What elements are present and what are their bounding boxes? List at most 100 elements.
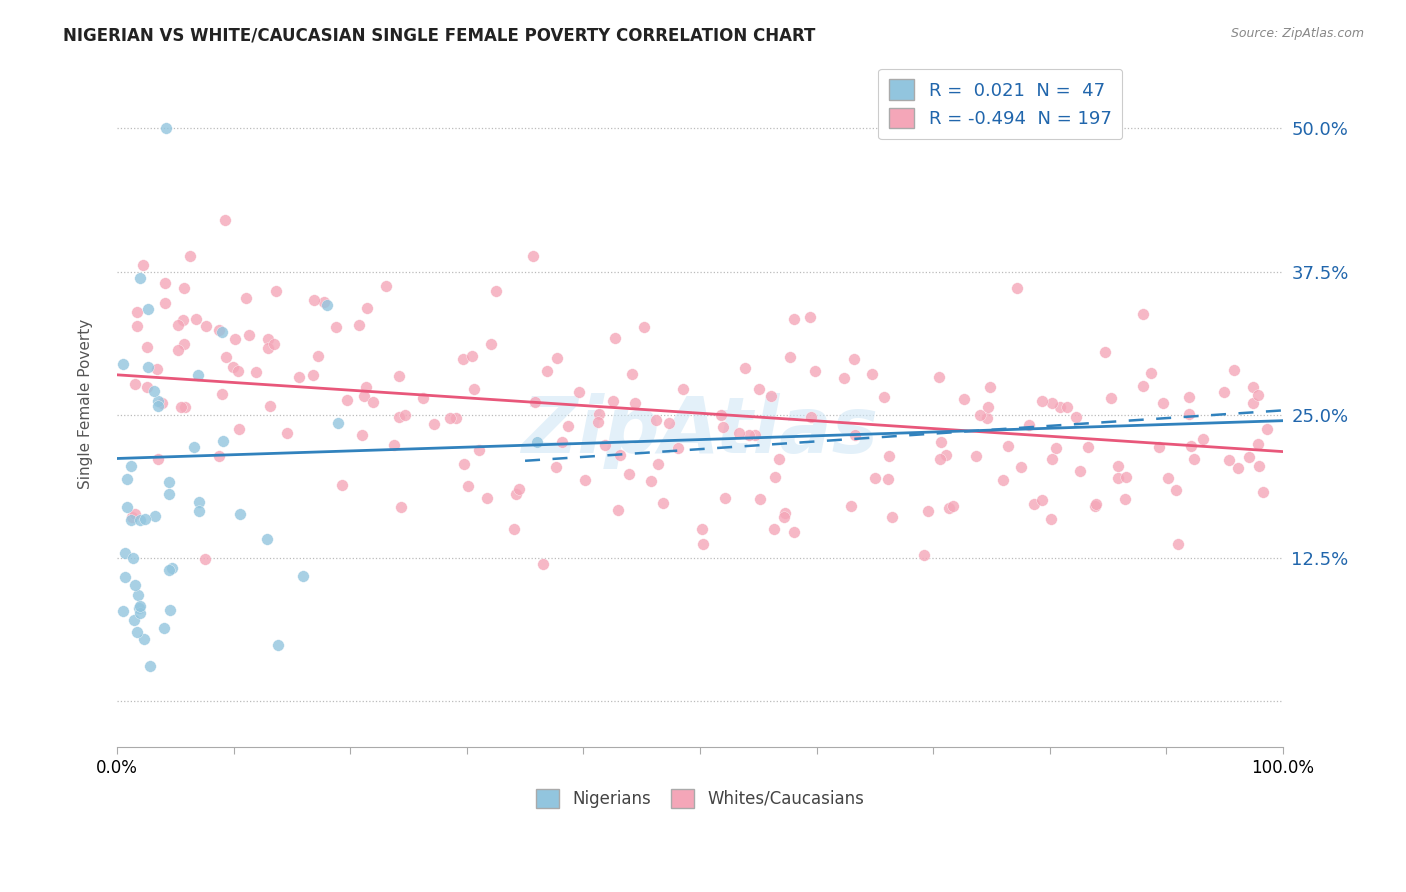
- Point: [1241, 396, 1264, 410]
- Point: [312, 295, 335, 310]
- Point: [1114, 491, 1136, 506]
- Point: [412, 391, 434, 405]
- Point: [1049, 400, 1071, 414]
- Point: [148, 451, 170, 466]
- Point: [129, 270, 152, 285]
- Point: [658, 416, 681, 430]
- Point: [839, 499, 862, 513]
- Point: [128, 601, 150, 615]
- Point: [457, 479, 479, 493]
- Point: [1241, 380, 1264, 394]
- Point: [768, 452, 790, 467]
- Point: [711, 420, 734, 434]
- Point: [1177, 390, 1199, 404]
- Point: [588, 407, 610, 421]
- Point: [800, 410, 823, 425]
- Point: [121, 551, 143, 566]
- Point: [1040, 396, 1063, 410]
- Point: [522, 249, 544, 263]
- Point: [1167, 537, 1189, 551]
- Point: [173, 281, 195, 295]
- Point: [111, 604, 134, 618]
- Point: [453, 457, 475, 471]
- Point: [132, 258, 155, 272]
- Point: [1031, 492, 1053, 507]
- Point: [1157, 471, 1180, 485]
- Point: [1132, 307, 1154, 321]
- Point: [157, 563, 180, 577]
- Point: [461, 349, 484, 363]
- Point: [120, 513, 142, 527]
- Point: [159, 603, 181, 617]
- Point: [734, 360, 756, 375]
- Point: [1239, 450, 1261, 464]
- Point: [1247, 458, 1270, 473]
- Point: [132, 632, 155, 646]
- Point: [783, 525, 806, 540]
- Point: [568, 384, 591, 399]
- Point: [187, 504, 209, 518]
- Point: [692, 522, 714, 536]
- Point: [276, 426, 298, 441]
- Point: [183, 440, 205, 454]
- Point: [212, 434, 235, 449]
- Point: [226, 364, 249, 378]
- Point: [929, 435, 952, 450]
- Point: [330, 478, 353, 492]
- Point: [146, 361, 169, 376]
- Point: [468, 442, 491, 457]
- Text: Source: ZipAtlas.com: Source: ZipAtlas.com: [1230, 27, 1364, 40]
- Point: [1152, 396, 1174, 410]
- Point: [672, 382, 695, 396]
- Point: [150, 396, 173, 410]
- Point: [124, 377, 146, 392]
- Point: [524, 395, 547, 409]
- Point: [352, 427, 374, 442]
- Point: [727, 425, 749, 440]
- Point: [307, 349, 329, 363]
- Point: [208, 323, 231, 337]
- Point: [173, 400, 195, 414]
- Point: [748, 492, 770, 507]
- Point: [873, 390, 896, 404]
- Point: [155, 296, 177, 310]
- Point: [759, 389, 782, 403]
- Point: [388, 409, 411, 424]
- Point: [389, 500, 412, 514]
- Point: [1022, 497, 1045, 511]
- Point: [620, 367, 643, 381]
- Point: [184, 311, 207, 326]
- Point: [865, 471, 887, 485]
- Point: [388, 368, 411, 383]
- Point: [214, 350, 236, 364]
- Point: [912, 548, 935, 562]
- Point: [1107, 458, 1129, 473]
- Point: [160, 561, 183, 575]
- Point: [1182, 452, 1205, 467]
- Point: [114, 546, 136, 560]
- Point: [263, 336, 285, 351]
- Point: [710, 408, 733, 422]
- Point: [508, 483, 530, 497]
- Point: [153, 621, 176, 635]
- Point: [713, 491, 735, 505]
- Point: [302, 293, 325, 307]
- Point: [146, 393, 169, 408]
- Point: [375, 278, 398, 293]
- Point: [1180, 439, 1202, 453]
- Point: [546, 459, 568, 474]
- Point: [1069, 464, 1091, 478]
- Point: [229, 507, 252, 521]
- Point: [1094, 345, 1116, 359]
- Point: [422, 417, 444, 431]
- Point: [748, 382, 770, 396]
- Point: [245, 365, 267, 379]
- Point: [744, 428, 766, 442]
- Point: [640, 474, 662, 488]
- Point: [1064, 409, 1087, 424]
- Point: [877, 449, 900, 463]
- Point: [607, 503, 630, 517]
- Point: [586, 415, 609, 429]
- Point: [194, 318, 217, 333]
- Point: [799, 310, 821, 325]
